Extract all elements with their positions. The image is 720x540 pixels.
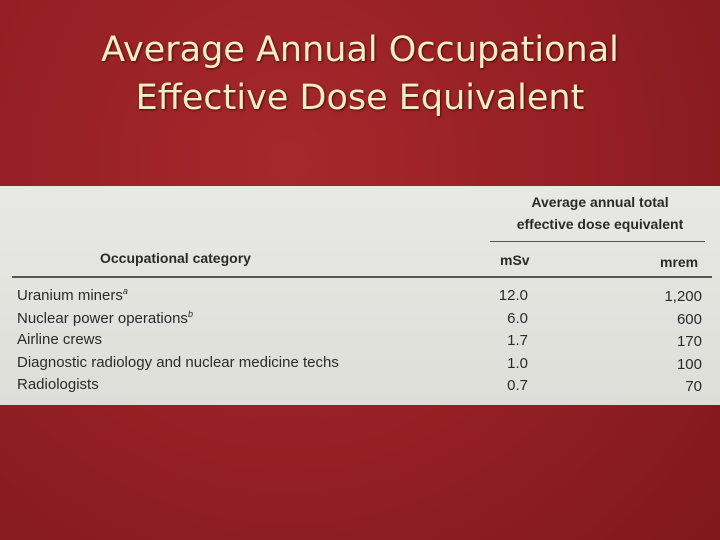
row-category: Diagnostic radiology and nuclear medicin… xyxy=(17,354,339,371)
cell-mrem: 170 xyxy=(676,333,702,350)
group-header: Average annual total xyxy=(531,194,669,210)
cell-mrem: 70 xyxy=(685,378,702,395)
cell-msv: 1.0 xyxy=(507,354,528,372)
cell-msv: 6.0 xyxy=(507,309,528,327)
row-category: Uranium minersa xyxy=(17,286,128,304)
title-line: Effective Dose Equivalent xyxy=(135,78,585,118)
column-header: Occupational category xyxy=(100,250,251,266)
category-text: Nuclear power operations xyxy=(17,309,188,327)
category-text: Uranium miners xyxy=(17,287,123,304)
row-category: Airline crews xyxy=(17,331,102,348)
cell-msv: 1.7 xyxy=(507,332,528,349)
category-text: Airline crews xyxy=(17,331,103,348)
table: Average annual total effective dose equi… xyxy=(0,186,720,405)
footnote-mark: b xyxy=(187,308,193,319)
footnote-mark: a xyxy=(122,286,128,296)
column-header: mSv xyxy=(500,252,530,268)
cell-mrem: 100 xyxy=(676,355,702,373)
title-line: Average Annual Occupational xyxy=(101,30,619,70)
category-text: Diagnostic radiology and nuclear medicin… xyxy=(17,353,339,371)
row-category: Radiologists xyxy=(17,376,99,393)
rule xyxy=(12,276,712,278)
cell-msv: 12.0 xyxy=(498,287,528,304)
cell-msv: 0.7 xyxy=(507,377,528,394)
group-header: effective dose equivalent xyxy=(516,216,684,232)
column-header: mrem xyxy=(660,254,699,270)
category-text: Radiologists xyxy=(17,376,99,393)
cell-mrem: 1,200 xyxy=(664,288,702,305)
row-category: Nuclear power operationsb xyxy=(17,309,193,327)
rule xyxy=(490,241,705,242)
cell-mrem: 600 xyxy=(676,310,702,328)
